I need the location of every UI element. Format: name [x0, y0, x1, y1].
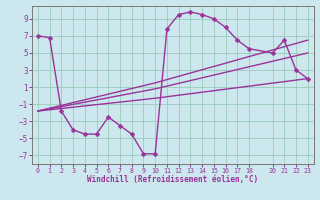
X-axis label: Windchill (Refroidissement éolien,°C): Windchill (Refroidissement éolien,°C) [87, 175, 258, 184]
